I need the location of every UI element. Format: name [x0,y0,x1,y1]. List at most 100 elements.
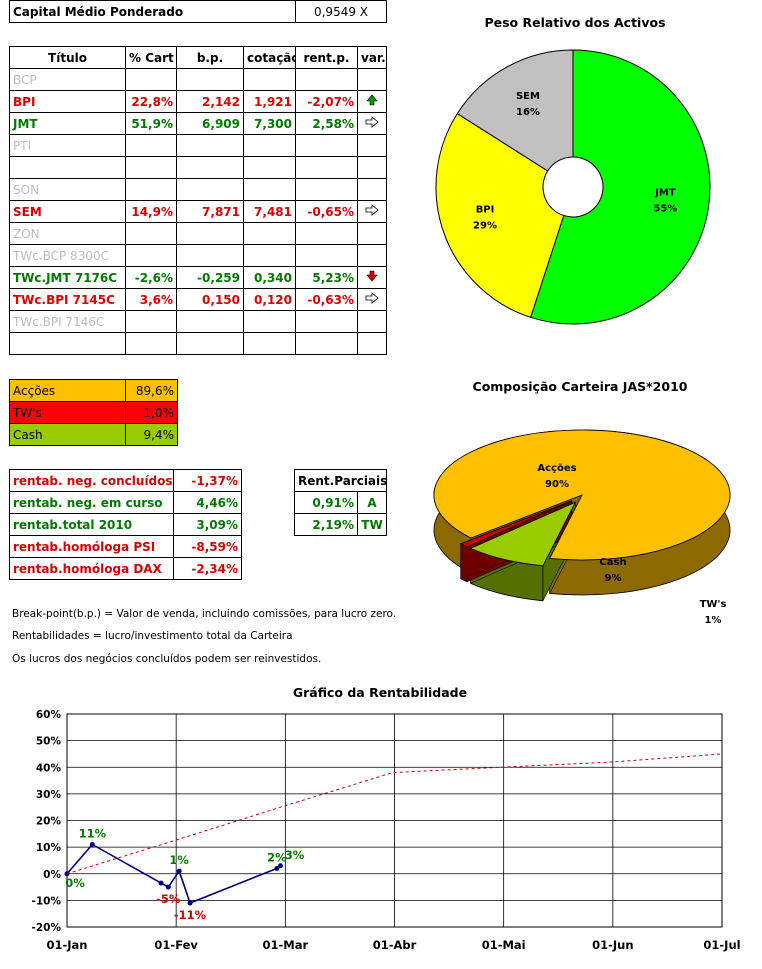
arrow-right-icon [357,288,387,311]
cell-cart [125,310,177,333]
cell-bp [176,222,244,245]
parciais-code-a: A [356,491,388,514]
rentab-value: 3,09% [173,513,242,536]
cell-var [357,156,387,179]
col-var: var. [357,46,387,69]
note-lucros: Os lucros dos negócios concluídos podem … [12,653,322,665]
y-tick-label: 30% [36,789,62,801]
y-tick-label: 50% [36,736,62,748]
pie2-value: 9% [605,573,622,584]
rentab-label: rentab. neg. em curso [9,491,174,514]
col-titulo: Título [9,46,126,69]
table-row [9,332,387,355]
composition-row: Acções 89,6% [9,379,178,402]
capital-label: Capital Médio Ponderado [9,0,296,23]
pie2-label: Acções [537,463,576,474]
cell-rent [295,310,358,333]
rentab-row: rentab.homóloga PSI -8,59% [9,535,242,558]
cell-bp [176,244,244,267]
cell-rent: 5,23% [295,266,358,289]
cell-cotacao [243,178,296,201]
cell-cart: 22,8% [125,90,177,113]
arrow-right-icon [357,112,387,135]
rentab-row: rentab. neg. concluídos -1,37% [9,469,242,492]
cell-bp [176,310,244,333]
pie1-value: 16% [516,107,540,118]
x-tick-label: 01-Jan [46,938,87,952]
pie1-value: 55% [653,204,677,215]
cell-rent: 2,58% [295,112,358,135]
holdings-table: Título % Cart b.p. cotação rent.p. var. … [9,46,387,355]
cell-cart: 51,9% [125,112,177,135]
data-point [278,863,284,869]
pie1-slice-bpi [435,112,565,318]
cell-cotacao: 1,921 [243,90,296,113]
table-row: SON [9,178,387,201]
cell-var [357,332,387,355]
cell-titulo [9,156,126,179]
cell-titulo [9,332,126,355]
y-tick-label: 10% [36,842,62,854]
data-label: -5% [156,892,181,906]
rentab-value: -1,37% [173,469,242,492]
cell-cart [125,244,177,267]
pie1-slice-sem [456,49,574,172]
pie2-slice-0 [433,429,731,561]
x-tick-label: 01-Mai [482,938,526,952]
cell-bp: 6,909 [176,112,244,135]
cell-rent [295,222,358,245]
pie1-label: BPI [476,205,495,216]
parciais-table: Rent.Parciais 0,91% A 2,19% TW [293,469,388,536]
cell-rent [295,332,358,355]
cell-bp: 0,150 [176,288,244,311]
data-label: 0% [65,876,85,890]
rentab-table: rentab. neg. concluídos -1,37% rentab. neg… [9,469,242,580]
table-row: BPI 22,8% 2,142 1,921 -2,07% [9,90,387,113]
cell-titulo: TWc.JMT 7176C [9,266,126,289]
y-tick-label: 0% [43,869,61,881]
pie1-label: JMT [654,188,676,199]
cell-cotacao: 7,300 [243,112,296,135]
composition-value: 1,0% [125,401,178,424]
composition-value: 89,6% [125,379,178,402]
rentab-value: -8,59% [173,535,242,558]
cell-var [357,244,387,267]
parciais-value-tw: 2,19% [294,513,358,536]
x-tick-label: 01-Jul [703,938,740,952]
cell-cotacao: 0,120 [243,288,296,311]
pie1-value: 29% [473,221,497,232]
note-breakpoint: Break-point(b.p.) = Valor de venda, incl… [12,608,397,620]
x-tick-label: 01-Jun [592,938,633,952]
table-row: TWc.BPI 7146C [9,310,387,333]
cell-cart: -2,6% [125,266,177,289]
cell-cotacao [243,134,296,157]
note-rentab: Rentabilidades = lucro/investimento tota… [12,630,293,642]
rentab-label: rentab.total 2010 [9,513,174,536]
cell-cotacao [243,244,296,267]
cell-titulo: SEM [9,200,126,223]
cell-titulo: SON [9,178,126,201]
cell-titulo: PTI [9,134,126,157]
composition-table: Acções 89,6% TW's 1,0% Cash 9,4% [9,379,178,446]
table-row: SEM 14,9% 7,871 7,481 -0,65% [9,200,387,223]
cell-cotacao: 7,481 [243,200,296,223]
cell-rent: -0,63% [295,288,358,311]
data-label: -11% [174,908,207,922]
composition-row: TW's 1,0% [9,401,178,424]
data-label: 11% [79,826,107,840]
pie2-value: 90% [545,479,569,490]
cell-bp: 2,142 [176,90,244,113]
cell-cotacao [243,68,296,91]
rentab-label: rentab.homóloga PSI [9,535,174,558]
data-point [274,865,280,871]
parciais-code-tw: TW [356,513,388,536]
cell-var [357,222,387,245]
table-row: BCP [9,68,387,91]
rentab-row: rentab. neg. em curso 4,46% [9,491,242,514]
pie1-slice-jmt [530,49,711,325]
cell-titulo: TWc.BPI 7146C [9,310,126,333]
arrow-down-icon [357,266,387,289]
pie2-title: Composição Carteira JAS*2010 [472,379,688,394]
cell-var [357,178,387,201]
table-row: PTI [9,134,387,157]
